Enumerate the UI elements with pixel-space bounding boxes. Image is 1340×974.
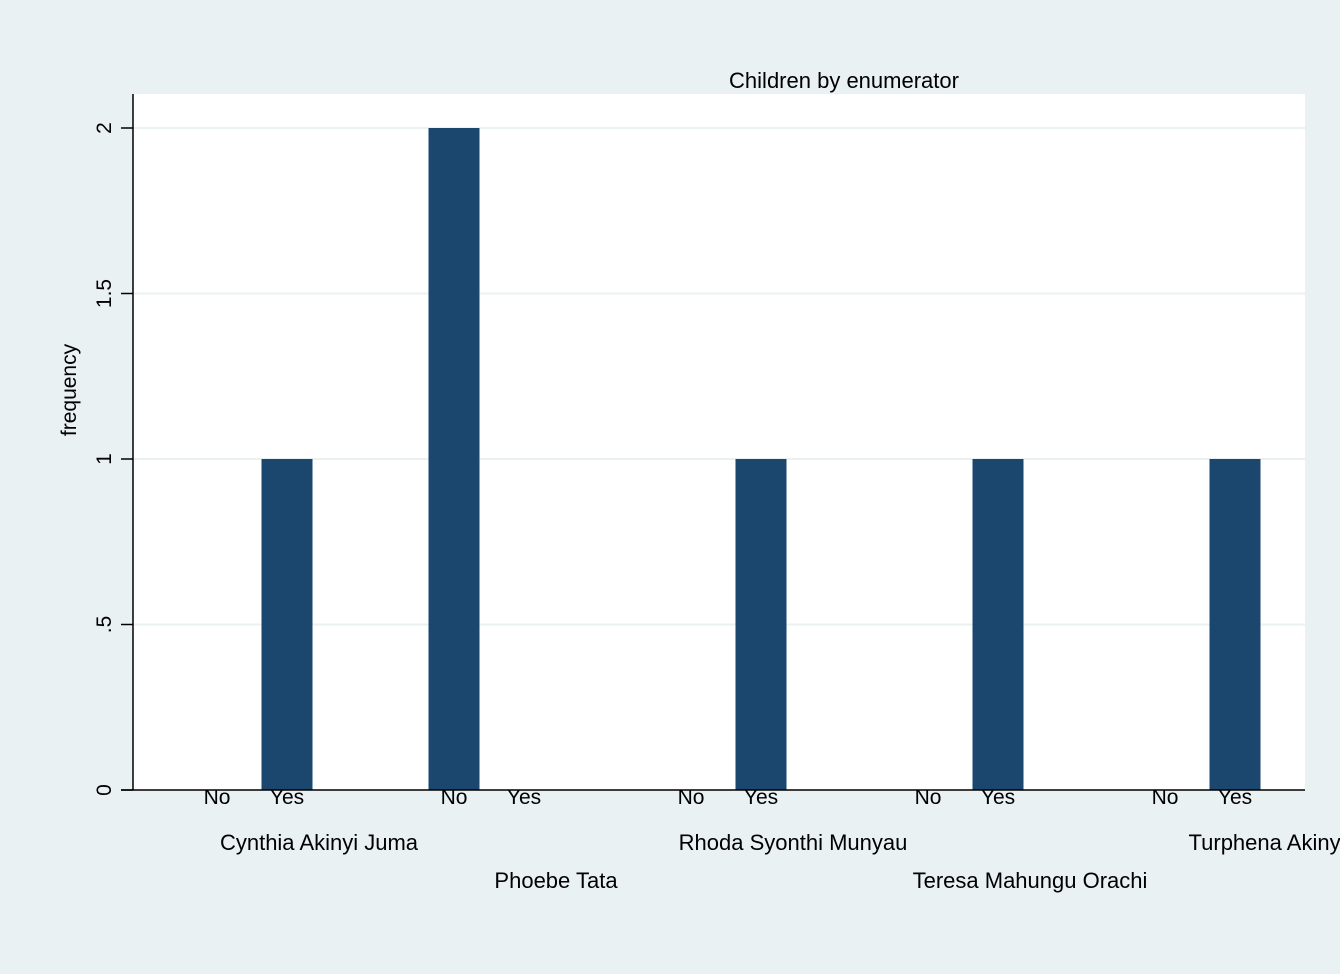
bar	[1209, 459, 1261, 790]
category-label: Yes	[981, 786, 1015, 809]
category-label: No	[441, 786, 468, 809]
group-label: Phoebe Tata	[494, 868, 618, 893]
category-label: Yes	[1218, 786, 1252, 809]
y-tick-label: .5	[93, 616, 116, 634]
group-label: Rhoda Syonthi Munyau	[679, 830, 908, 855]
category-label: Yes	[270, 786, 304, 809]
bar	[261, 459, 313, 790]
category-label: No	[678, 786, 705, 809]
category-label: Yes	[744, 786, 778, 809]
group-label: Teresa Mahungu Orachi	[913, 868, 1148, 893]
category-label: No	[204, 786, 231, 809]
y-tick-label: 1.5	[93, 279, 116, 308]
category-label: No	[915, 786, 942, 809]
plot-area	[133, 94, 1305, 790]
bar	[428, 128, 480, 790]
category-label: Yes	[507, 786, 541, 809]
group-label: Turphena Akinyi	[1189, 830, 1340, 855]
y-tick-label: 2	[93, 122, 116, 134]
bar	[735, 459, 787, 790]
bar	[972, 459, 1024, 790]
y-tick-label: 1	[93, 453, 116, 465]
y-axis-label: frequency	[58, 343, 81, 436]
y-tick-label: 0	[93, 784, 116, 796]
chart-title: Children by enumerator	[729, 68, 959, 93]
category-label: No	[1152, 786, 1179, 809]
group-label: Cynthia Akinyi Juma	[220, 830, 419, 855]
